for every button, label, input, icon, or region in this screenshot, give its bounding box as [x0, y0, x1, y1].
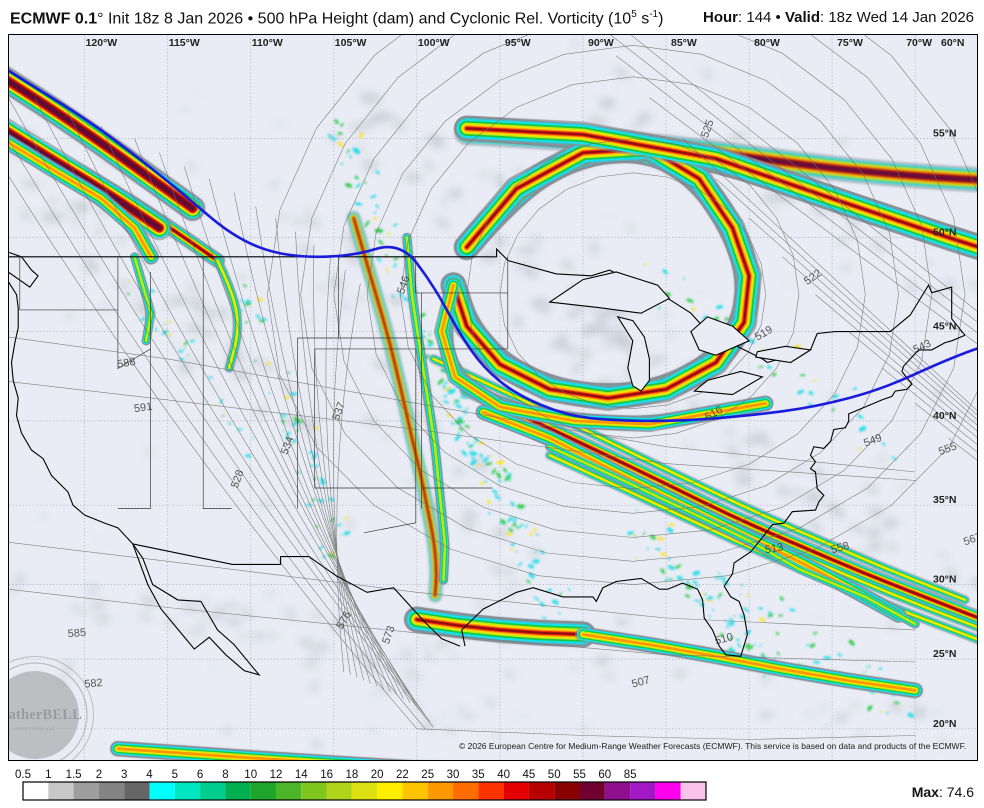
svg-text:70°W: 70°W [906, 37, 932, 49]
svg-text:30: 30 [447, 769, 460, 781]
svg-text:1.5: 1.5 [66, 769, 82, 781]
svg-text:6: 6 [197, 769, 203, 781]
svg-text:60°N: 60°N [941, 37, 964, 49]
svg-text:80°W: 80°W [754, 37, 780, 49]
svg-text:85: 85 [624, 769, 637, 781]
svg-text:14: 14 [295, 769, 308, 781]
svg-text:45°N: 45°N [933, 321, 956, 333]
svg-text:120°W: 120°W [86, 37, 118, 49]
svg-text:3: 3 [121, 769, 127, 781]
svg-text:16: 16 [320, 769, 333, 781]
svg-text:25°N: 25°N [933, 648, 956, 660]
svg-text:© 2026 European Centre for Med: © 2026 European Centre for Medium-Range … [459, 741, 966, 751]
svg-text:20: 20 [371, 769, 384, 781]
svg-text:95°W: 95°W [505, 37, 531, 49]
svg-text:22: 22 [396, 769, 409, 781]
svg-text:35: 35 [472, 769, 485, 781]
svg-text:55: 55 [573, 769, 586, 781]
svg-text:75°W: 75°W [837, 37, 863, 49]
svg-text:30°N: 30°N [933, 574, 956, 586]
svg-text:90°W: 90°W [588, 37, 614, 49]
svg-text:105°W: 105°W [335, 37, 367, 49]
svg-text:40°N: 40°N [933, 410, 956, 422]
svg-text:50: 50 [548, 769, 561, 781]
svg-text:591: 591 [133, 401, 153, 415]
svg-text:100°W: 100°W [418, 37, 450, 49]
svg-text:20°N: 20°N [933, 718, 956, 730]
svg-text:45: 45 [523, 769, 536, 781]
svg-text:55°N: 55°N [933, 128, 956, 140]
svg-text:110°W: 110°W [252, 37, 283, 49]
svg-text:4: 4 [146, 769, 153, 781]
svg-text:40: 40 [497, 769, 510, 781]
svg-text:85°W: 85°W [671, 37, 697, 49]
svg-text:8: 8 [222, 769, 228, 781]
svg-text:10: 10 [244, 769, 257, 781]
svg-text:582: 582 [84, 677, 103, 691]
svg-text:12: 12 [270, 769, 283, 781]
svg-text:60: 60 [598, 769, 611, 781]
svg-text:50°N: 50°N [933, 227, 956, 239]
svg-text:115°W: 115°W [169, 37, 200, 49]
svg-text:35°N: 35°N [933, 494, 956, 506]
svg-text:1: 1 [45, 769, 51, 781]
svg-text:18: 18 [346, 769, 359, 781]
svg-text:2: 2 [96, 769, 102, 781]
svg-text:25: 25 [421, 769, 434, 781]
svg-text:585: 585 [67, 627, 86, 641]
svg-text:5: 5 [172, 769, 178, 781]
svg-text:WeatherBELL: WeatherBELL [9, 707, 82, 723]
svg-text:0.5: 0.5 [15, 769, 31, 781]
svg-text:ANALYTICS LLC: ANALYTICS LLC [14, 726, 55, 732]
